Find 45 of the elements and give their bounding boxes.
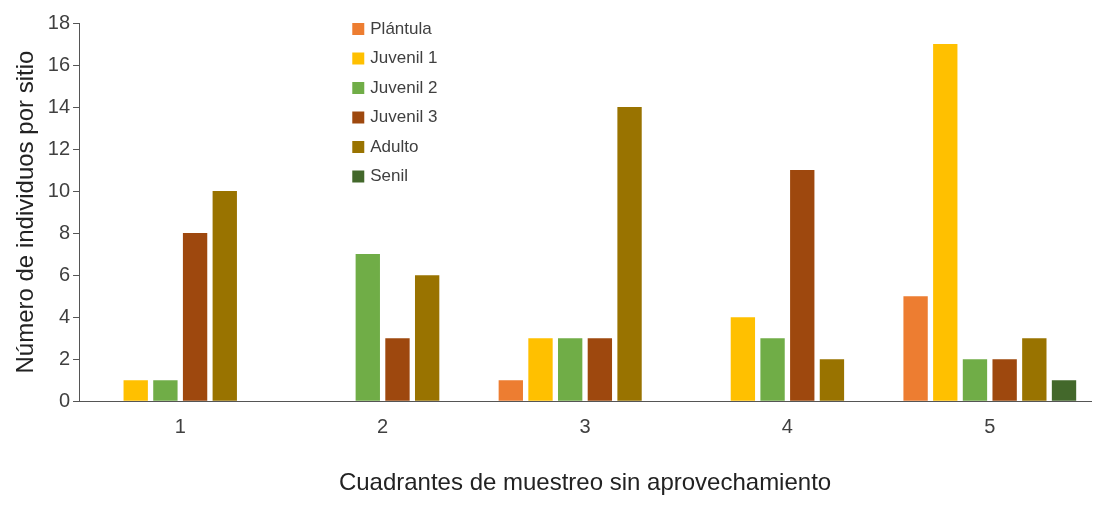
bar <box>790 170 815 401</box>
y-tick-label: 18 <box>47 10 71 33</box>
y-tick-label: 14 <box>47 94 71 117</box>
bar <box>385 338 410 401</box>
bar <box>933 44 958 401</box>
bar <box>760 338 785 401</box>
legend-label: Juvenil 2 <box>370 77 438 97</box>
bar <box>182 233 208 401</box>
bar <box>558 338 583 401</box>
y-tick-label: 6 <box>58 262 71 285</box>
y-tick-label: 4 <box>58 304 71 327</box>
bar <box>730 317 756 401</box>
y-tick-label: 12 <box>47 136 71 159</box>
x-tick-label: 4 <box>781 414 793 437</box>
bar <box>153 380 178 401</box>
bar <box>617 107 642 401</box>
x-axis-title: Cuadrantes de muestreo sin aprovechamiento <box>338 468 832 496</box>
bar <box>1022 338 1047 401</box>
bar <box>498 380 523 401</box>
legend-label: Adulto <box>370 136 419 156</box>
y-tick-label: 16 <box>47 52 71 75</box>
legend-label: Plántula <box>370 18 433 38</box>
y-tick-label: 8 <box>58 220 71 243</box>
legend-label: Juvenil 3 <box>370 107 438 127</box>
y-tick-label: 10 <box>47 178 71 201</box>
bar <box>123 380 148 401</box>
bar <box>1051 380 1077 401</box>
x-tick-label: 1 <box>174 414 186 437</box>
bar <box>528 338 553 401</box>
x-tick-label: 2 <box>377 414 389 437</box>
y-tick-label: 0 <box>58 388 71 411</box>
legend-label: Senil <box>370 166 409 186</box>
bar <box>212 191 237 401</box>
x-tick-label: 3 <box>579 414 591 437</box>
bar <box>355 254 380 401</box>
y-tick-label: 2 <box>58 346 71 369</box>
bar <box>962 359 988 401</box>
bar <box>587 338 613 401</box>
x-tick-label: 5 <box>984 414 996 437</box>
bar <box>819 359 845 401</box>
bar <box>903 296 928 401</box>
bar <box>992 359 1017 401</box>
y-axis-title: Número de individuos por sitio <box>11 50 39 374</box>
bar <box>414 275 440 401</box>
legend-label: Juvenil 1 <box>370 48 438 68</box>
